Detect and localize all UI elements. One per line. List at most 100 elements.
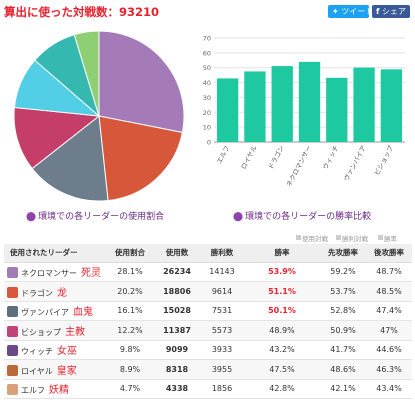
tab-label: 勝利対戦 [342, 235, 368, 243]
leader-avatar-icon [7, 286, 18, 298]
wins-cell: 3933 [200, 340, 244, 360]
leader-cell: ロイヤル 皇家 [4, 359, 106, 380]
leader-name: ネクロマンサー [21, 269, 77, 279]
table-row: ビショップ 主教 12.2% 11387 5573 48.9% 50.9% 47% [4, 320, 412, 341]
ratio-cell: 8.9% [106, 359, 154, 380]
x-tick-label: エルフ [215, 144, 231, 165]
count-cell: 18806 [154, 281, 200, 302]
leader-name: ウィッチ [21, 347, 53, 357]
first-winrate-cell: 42.1% [320, 379, 366, 399]
x-tick-label: ウィッチ [321, 144, 340, 171]
pie-slice-3 [31, 115, 109, 202]
first-winrate-cell: 53.7% [320, 281, 366, 302]
wins-cell: 3955 [200, 359, 244, 380]
leader-stats-table: 使用されたリーダー 使用割合 使用数 勝利数 勝率 先攻勝率 後攻勝率 ネクロマ… [4, 244, 412, 399]
first-winrate-cell: 48.6% [320, 359, 366, 380]
second-winrate-cell: 43.4% [366, 379, 412, 399]
col-winrate[interactable]: 勝率 [244, 244, 320, 263]
bar-3 [271, 66, 293, 142]
twitter-share-button[interactable]: ✦ ツイート [328, 5, 373, 18]
leader-name: ドラゴン [21, 288, 53, 298]
y-tick-label: 10 [203, 124, 211, 132]
usage-caption-text: 環境での各リーダーの使用割合 [38, 212, 165, 222]
bar-4 [298, 61, 321, 142]
winrate-cell: 48.9% [244, 320, 320, 341]
ratio-cell: 12.2% [106, 320, 154, 341]
leader-cell: ドラゴン龙 [4, 281, 106, 302]
table-row: ヴァンパイア 血鬼 16.1% 15028 7531 50.1% 52.8% 47.4% [4, 301, 412, 321]
usage-pie-chart [4, 26, 194, 204]
table-row: ネクロマンサー 死灵 28.1% 26234 14143 53.9% 59.2% 48.7% [4, 262, 412, 282]
ratio-cell: 20.2% [106, 281, 154, 302]
ratio-cell: 16.1% [106, 301, 154, 321]
col-leader[interactable]: 使用されたリーダー [4, 244, 106, 263]
count-cell: 4338 [154, 379, 200, 399]
leader-avatar-icon [7, 384, 18, 396]
bird-icon: ✦ [332, 7, 339, 16]
bar-1 [217, 78, 239, 142]
second-winrate-cell: 48.7% [366, 262, 412, 282]
square-icon [336, 235, 341, 240]
leader-name: ビショップ [21, 327, 61, 337]
y-tick-label: 20 [203, 109, 211, 117]
leader-avatar-icon [7, 325, 18, 337]
leader-name: ヴァンパイア [21, 308, 69, 318]
table-header-row: 使用されたリーダー 使用割合 使用数 勝利数 勝率 先攻勝率 後攻勝率 [4, 244, 412, 263]
count-cell: 9099 [154, 340, 200, 360]
col-second-winrate[interactable]: 後攻勝率 [366, 244, 412, 263]
second-winrate-cell: 47.4% [366, 301, 412, 321]
y-tick-label: 60 [203, 49, 211, 57]
col-first-winrate[interactable]: 先攻勝率 [320, 244, 366, 263]
tab-label: 勝率 [384, 235, 397, 243]
f-logo-icon: f [376, 7, 380, 16]
table-row: ウィッチ 女巫 9.8% 9099 3933 43.2% 41.7% 44.6% [4, 340, 412, 360]
twitter-share-label: ツイート [341, 7, 374, 16]
leader-avatar-icon [7, 364, 18, 376]
square-icon [378, 235, 383, 240]
winrate-caption: ⬤ 環境での各リーダーの勝率比較 [233, 209, 371, 222]
tab-usage[interactable]: 使用対戦 [296, 233, 328, 243]
header: 算出に使った対戦数：93210 ✦ ツイート f シェア [0, 0, 415, 22]
wins-cell: 7531 [200, 301, 244, 321]
leader-cn-name: 女巫 [57, 346, 77, 358]
bar-7 [380, 69, 402, 142]
sort-tabs: 使用対戦 勝利対戦 勝率 [296, 233, 414, 243]
pie-slice-7 [73, 30, 100, 117]
first-winrate-cell: 59.2% [320, 262, 366, 282]
y-tick-label: 70 [203, 35, 211, 43]
leader-avatar-icon [7, 345, 18, 357]
x-tick-label: ネクロマンサー [285, 144, 313, 188]
leader-cell: ヴァンパイア 血鬼 [4, 301, 106, 321]
tab-winrate[interactable]: 勝率 [378, 233, 397, 243]
leader-avatar-icon [7, 267, 18, 279]
winrate-bar-chart: 0 10 20 30 40 50 60 70 エルフ ロイヤル ドラゴン ネクロマンサー ウィッチ ヴァン… [200, 26, 412, 204]
leader-cell: ビショップ 主教 [4, 320, 106, 341]
leader-cn-name: 皇家 [56, 365, 77, 377]
leader-cn-name: 死灵 [81, 268, 101, 280]
count-cell: 8318 [154, 359, 200, 380]
count-cell: 11387 [154, 320, 200, 341]
pie-slice-2 [98, 115, 183, 202]
y-tick-label: 30 [203, 94, 211, 102]
ratio-cell: 4.7% [106, 379, 154, 399]
bar-2 [244, 71, 266, 142]
bar-5 [326, 77, 348, 142]
pie-slice-1 [98, 30, 185, 134]
leader-cell: ネクロマンサー 死灵 [4, 262, 106, 282]
ratio-cell: 28.1% [106, 262, 154, 282]
col-wins[interactable]: 勝利数 [200, 244, 244, 263]
winrate-caption-text: 環境での各リーダーの勝率比較 [245, 212, 372, 222]
x-tick-label: ドラゴン [266, 144, 286, 171]
y-tick-label: 40 [203, 79, 211, 87]
winrate-cell: 51.1% [244, 281, 320, 302]
tab-wins[interactable]: 勝利対戦 [336, 233, 368, 243]
bar-6 [353, 67, 375, 142]
col-ratio[interactable]: 使用割合 [106, 244, 154, 263]
facebook-share-button[interactable]: f シェア [372, 5, 410, 18]
leader-cn-name: 龙 [57, 287, 67, 299]
col-count[interactable]: 使用数 [154, 244, 200, 263]
count-cell: 26234 [154, 262, 200, 282]
leader-name: ロイヤル [21, 366, 53, 376]
winrate-cell: 47.5% [244, 359, 320, 380]
x-tick-label: ロイヤル [240, 144, 259, 171]
